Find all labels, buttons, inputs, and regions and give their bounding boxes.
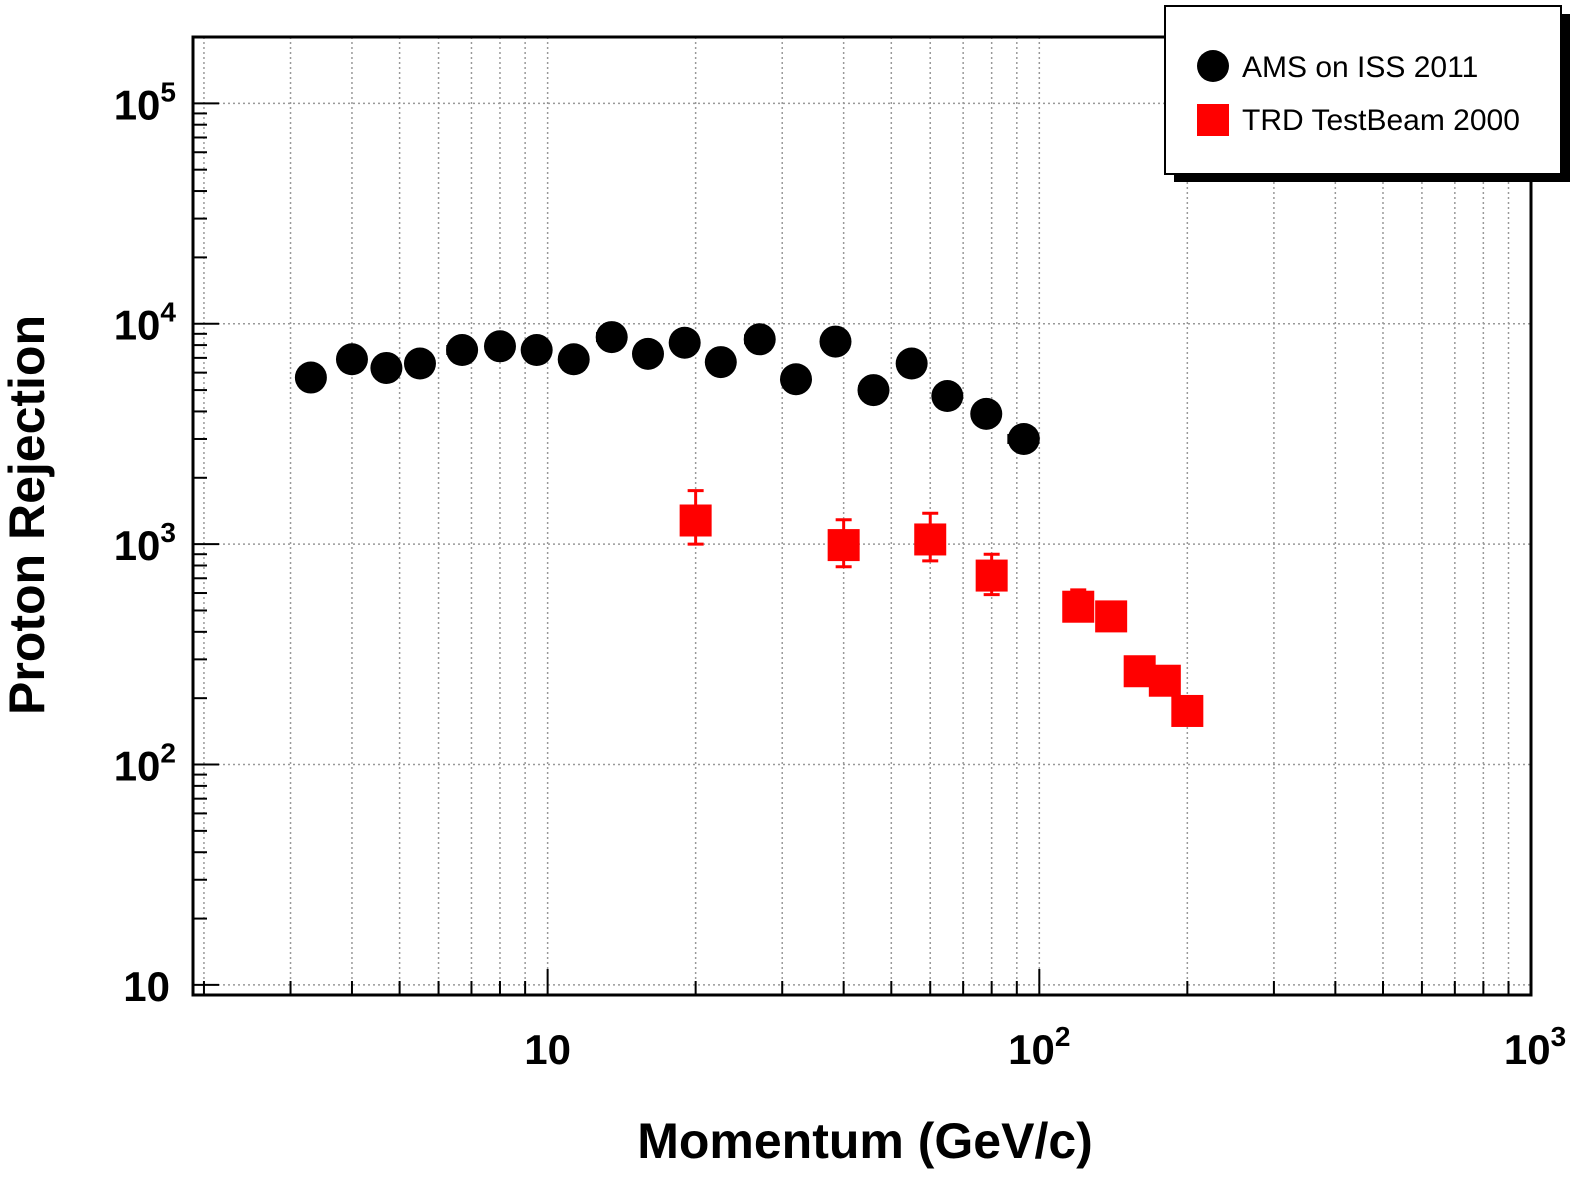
y-tick-label: 10 (123, 963, 170, 1010)
y-tick-label: 104 (114, 297, 177, 349)
series-ams-on-iss-2011 (294, 321, 1040, 455)
x-tick-label: 102 (1008, 1021, 1070, 1073)
legend-box (1164, 5, 1562, 175)
data-point-ams (595, 321, 628, 354)
x-tick-label: 103 (1504, 1021, 1566, 1073)
data-point-ams (446, 334, 479, 367)
data-point-ams (1007, 422, 1040, 455)
series-trd-testbeam-2000 (679, 489, 1204, 727)
data-point-ams (631, 337, 664, 370)
data-point-ams (403, 347, 436, 380)
x-axis-title: Momentum (GeV/c) (637, 1113, 1093, 1169)
data-point-ams (294, 361, 327, 394)
data-point-ams (668, 326, 701, 359)
data-point-ams (931, 380, 964, 413)
data-point-trd (975, 559, 1008, 592)
legend-marker-ams (1197, 50, 1229, 82)
data-point-ams (335, 343, 368, 376)
x-tick-label: 10 (524, 1026, 571, 1073)
data-point-trd (1148, 664, 1181, 697)
data-point-trd (679, 504, 712, 537)
data-point-trd (1171, 694, 1204, 727)
legend: AMS on ISS 2011 TRD TestBeam 2000 (1164, 5, 1570, 182)
data-point-trd (1062, 590, 1095, 623)
legend-label-trd: TRD TestBeam 2000 (1242, 104, 1520, 137)
y-tick-label: 103 (114, 517, 176, 569)
data-point-ams (780, 363, 813, 396)
tick-labels: 10 102 103 10 102 103 104 105 (114, 76, 1566, 1073)
data-point-ams (895, 347, 928, 380)
data-point-ams (857, 374, 890, 407)
data-point-ams (819, 325, 852, 358)
data-point-ams (370, 351, 403, 384)
plot-frame (191, 35, 1533, 997)
series-layer (294, 321, 1204, 727)
data-point-trd (914, 523, 947, 556)
data-point-trd (827, 529, 860, 562)
legend-marker-trd (1197, 104, 1229, 136)
data-point-ams (483, 330, 516, 363)
axis-ticks (193, 102, 1510, 995)
y-tick-label: 102 (114, 738, 176, 790)
data-point-trd (1095, 600, 1128, 633)
y-tick-label: 105 (114, 76, 176, 128)
data-point-ams (557, 343, 590, 376)
data-point-ams (704, 346, 737, 379)
y-axis-title: Proton Rejection (0, 315, 55, 715)
data-point-ams (520, 334, 553, 367)
legend-label-ams: AMS on ISS 2011 (1242, 51, 1478, 84)
data-point-ams (743, 323, 776, 356)
data-point-ams (970, 397, 1003, 430)
